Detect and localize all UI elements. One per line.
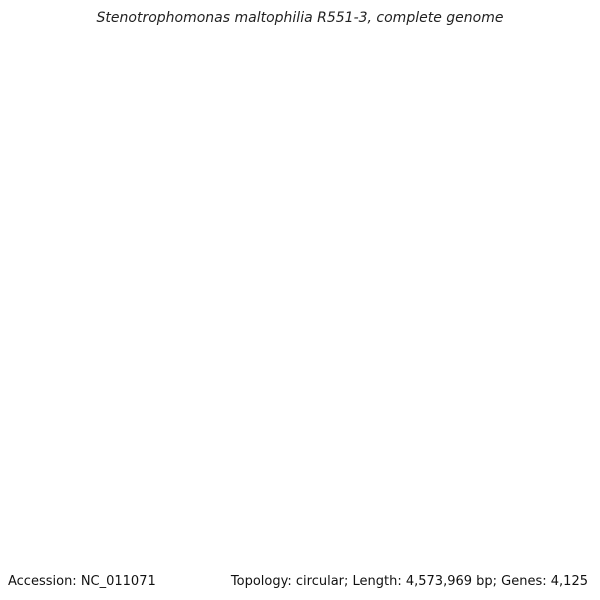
accession-label: Accession: NC_011071 <box>8 574 156 589</box>
map-title: Stenotrophomonas maltophilia R551-3, com… <box>96 10 504 26</box>
topology-label: Topology: circular; Length: 4,573,969 bp… <box>230 574 588 589</box>
